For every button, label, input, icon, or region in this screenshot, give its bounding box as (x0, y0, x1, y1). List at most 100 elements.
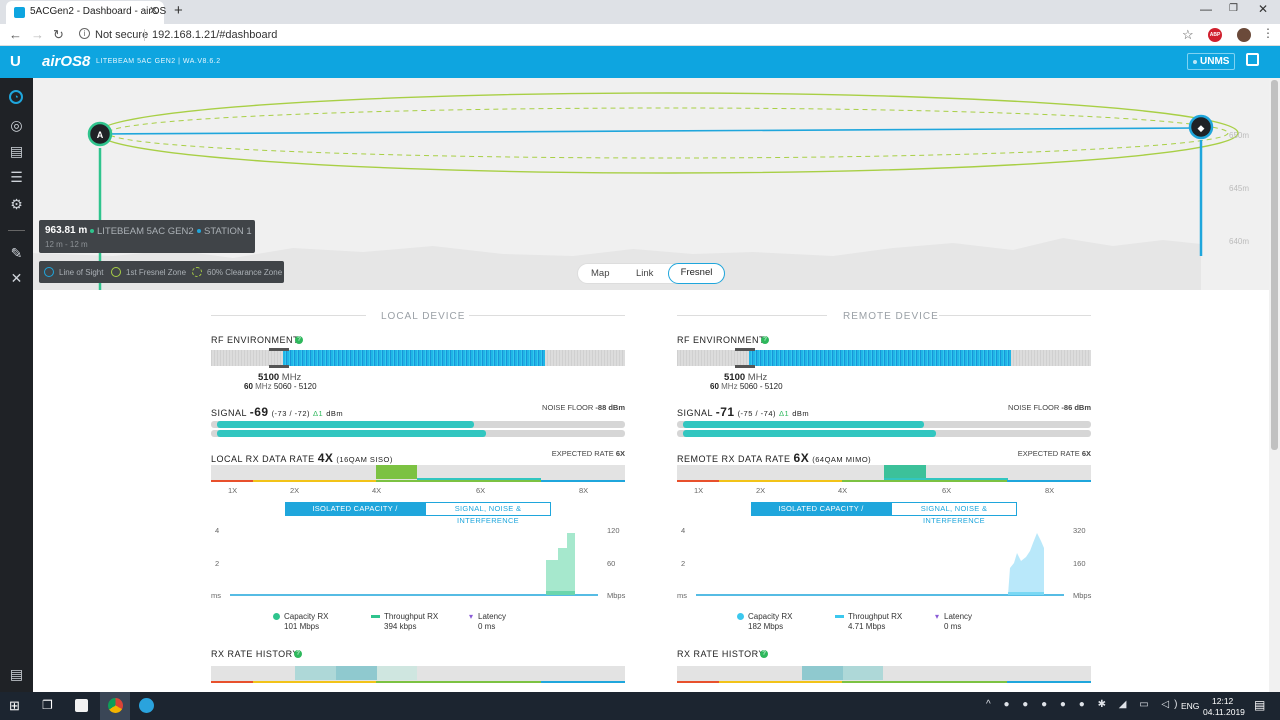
tab-map[interactable]: Map (591, 268, 610, 279)
capacity-area (546, 533, 575, 595)
wireless-nav-icon[interactable]: ◎ (10, 117, 23, 133)
noise-value: -88 dBm (595, 403, 625, 412)
rate-tick: 4X (372, 486, 382, 495)
line-of-sight (99, 127, 1202, 135)
signal-chain-1-fill (683, 430, 936, 437)
distance-value: 963.81 m (45, 225, 88, 236)
ubiquiti-logo-icon[interactable]: U (10, 53, 21, 70)
maximize-icon[interactable]: ❐ (1229, 3, 1238, 14)
minimize-icon[interactable]: — (1200, 2, 1212, 16)
task-view-icon[interactable]: ❐ (42, 698, 53, 712)
help-icon[interactable]: ? (295, 336, 303, 344)
capacity-toggle[interactable]: ISOLATED CAPACITY / THROUGHPUT (751, 502, 891, 525)
url-input[interactable]: 192.168.1.21/#dashboard (152, 29, 278, 41)
new-tab-icon[interactable]: + (174, 2, 183, 19)
log-nav-icon[interactable]: ▤ (9, 666, 24, 682)
freq-value: 5100 (724, 372, 746, 383)
signal-value: -69 (249, 405, 269, 419)
rx-rate-label: REMOTE RX DATA RATE (677, 454, 791, 464)
signal-delta: Δ1 (779, 409, 790, 418)
unms-button[interactable]: UNMS (1187, 53, 1235, 70)
clock-time[interactable]: 12:12 (1212, 696, 1234, 706)
tray-icons[interactable]: ^ ● ● ● ● ● ✱ ◢ ▭ ◁) (986, 699, 1183, 710)
legend-line-of-sight: Line of Sight (59, 268, 104, 277)
dashboard-nav-icon[interactable]: ◔ (9, 90, 23, 104)
services-nav-icon[interactable]: ☰ (10, 169, 23, 185)
rf-spectrum-fill (283, 350, 545, 366)
history-segment (295, 666, 336, 680)
noise-value: -86 dBm (1061, 403, 1091, 412)
capacity-chart (230, 533, 598, 596)
main-content: A ◆ 650m 645m 640m 963.81 m LITEBEAM 5AC… (33, 78, 1269, 692)
favicon-icon (14, 7, 25, 18)
telegram-icon[interactable] (139, 698, 154, 713)
signal-chain-0-fill (683, 421, 924, 428)
rate-current (884, 465, 926, 479)
network-nav-icon[interactable]: ▤ (9, 143, 24, 159)
freq-unit: MHz (747, 372, 768, 383)
rx-rate-line: LOCAL RX DATA RATE 4X (16QAM SISO) (211, 451, 393, 465)
info-icon[interactable]: i (79, 28, 90, 39)
svg-text:◆: ◆ (1198, 123, 1205, 133)
wrench-nav-icon[interactable]: ✕ (10, 270, 23, 286)
expected-label: EXPECTED RATE (1017, 449, 1080, 458)
tab-fresnel[interactable]: Fresnel (668, 263, 725, 284)
elevation-tick: 645m (1229, 184, 1250, 193)
close-window-icon[interactable]: ✕ (1258, 2, 1269, 16)
rate-scale (677, 465, 1091, 482)
signal-noise-toggle[interactable]: SIGNAL, NOISE & INTERFERENCE (891, 502, 1017, 525)
y-left-tick: 4 (215, 526, 220, 535)
rate-current (376, 465, 417, 479)
view-switcher: Map Link Fresnel (577, 263, 725, 284)
expected-label: EXPECTED RATE (551, 449, 614, 458)
profile-avatar[interactable] (1237, 28, 1251, 42)
back-icon[interactable]: ← (9, 27, 22, 42)
star-icon[interactable]: ☆ (1182, 27, 1194, 42)
signal-unit: dBm (792, 409, 810, 418)
throughput-area (546, 591, 575, 595)
forward-icon[interactable]: → (31, 27, 44, 42)
scrollbar-thumb[interactable] (1271, 80, 1278, 450)
airos-logo: airOS8 (42, 53, 91, 70)
adblock-icon[interactable]: ABP (1208, 28, 1222, 42)
close-tab-icon[interactable]: ✕ (149, 5, 159, 17)
signal-value: -71 (715, 405, 735, 419)
rate-tick: 1X (694, 486, 704, 495)
help-icon[interactable]: ? (760, 650, 768, 658)
tab-link[interactable]: Link (636, 268, 654, 279)
capacity-rx-icon (273, 613, 280, 620)
channel-marker (269, 365, 289, 368)
rf-spectrum-fill (749, 350, 1011, 366)
notifications-icon[interactable]: ▤ (1254, 698, 1266, 712)
throughput-rx-icon (371, 615, 380, 618)
signal-unit: dBm (326, 409, 344, 418)
throughput-rx-label: Throughput RX (848, 612, 903, 621)
settings-nav-icon[interactable]: ⚙ (10, 196, 23, 212)
browser-tab[interactable]: 5ACGen2 - Dashboard - airOS ✕ (6, 1, 166, 24)
tools-nav-icon[interactable]: ✎ (10, 245, 23, 261)
rx-rate-label: LOCAL RX DATA RATE (211, 454, 315, 464)
capacity-rx-label: Capacity RX (748, 612, 793, 621)
rate-tick: 8X (1045, 486, 1055, 495)
help-icon[interactable]: ? (294, 650, 302, 658)
noise-floor: NOISE FLOOR -88 dBm (542, 403, 625, 412)
store-icon[interactable] (75, 699, 88, 712)
signal-line: SIGNAL -69 (-73 / -72) Δ1 dBm (211, 405, 343, 419)
remote-device-name: STATION 1 (204, 226, 252, 237)
language-indicator[interactable]: ENG (1181, 701, 1200, 711)
help-icon[interactable]: ? (761, 336, 769, 344)
rx-rate-mod: (16QAM SISO) (336, 455, 393, 464)
legend-clearance: 60% Clearance Zone (207, 268, 283, 277)
capacity-toggle[interactable]: ISOLATED CAPACITY / THROUGHPUT (285, 502, 425, 525)
start-icon[interactable]: ⊞ (9, 698, 20, 713)
reload-icon[interactable]: ↻ (53, 27, 64, 42)
rate-tick: 4X (838, 486, 848, 495)
channel-marker (269, 348, 289, 351)
signal-noise-toggle[interactable]: SIGNAL, NOISE & INTERFERENCE (425, 502, 551, 525)
clock-date[interactable]: 04.11.2019 (1203, 707, 1245, 717)
signal-chain-0 (211, 421, 625, 428)
menu-icon[interactable]: ⋮ (1262, 26, 1274, 40)
width-value: 60 (710, 382, 719, 391)
unms-status-dot (1193, 60, 1197, 64)
logout-icon[interactable] (1246, 53, 1259, 66)
